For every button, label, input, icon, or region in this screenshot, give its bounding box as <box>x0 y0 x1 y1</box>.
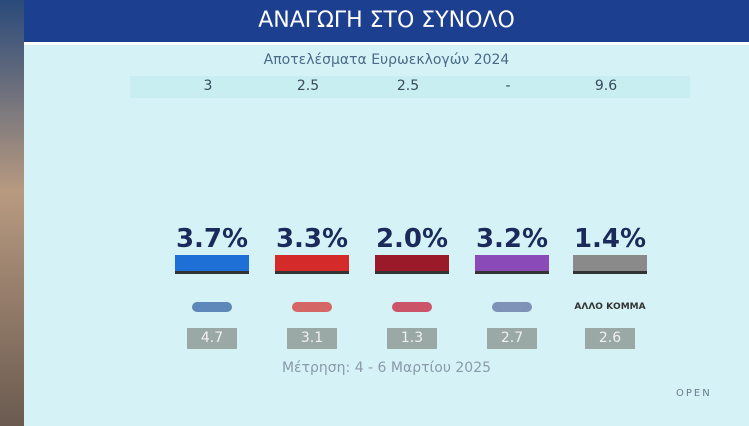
party-bar <box>573 255 647 274</box>
brand: OPEN <box>676 388 712 399</box>
title: ΑΝΑΓΩΓΗ ΣΤΟ ΣΥΝΟΛΟ <box>258 8 515 33</box>
party-bar <box>475 255 549 274</box>
previous-value: 1.3 <box>387 328 437 349</box>
studio-background <box>0 0 24 426</box>
party-value: 2.0% <box>375 224 449 254</box>
previous-value: 3.1 <box>287 328 337 349</box>
party-logo <box>192 302 232 312</box>
party-bar <box>175 255 249 274</box>
title-bar <box>24 0 749 45</box>
party-logo: ΑΛΛΟ ΚΟΜΜΑ <box>574 302 646 312</box>
party-bar <box>375 255 449 274</box>
party-value: 3.2% <box>475 224 549 254</box>
party-logo <box>392 302 432 312</box>
previous-result: 9.6 <box>594 78 618 94</box>
previous-result: - <box>505 78 511 94</box>
previous-result: 2.5 <box>396 78 420 94</box>
party-bar <box>275 255 349 274</box>
party-value: 3.3% <box>275 224 349 254</box>
previous-value: 4.7 <box>187 328 237 349</box>
party-value: 1.4% <box>573 224 647 254</box>
party-logo <box>292 302 332 312</box>
party-logo <box>492 302 532 312</box>
note: Μέτρηση: 4 - 6 Μαρτίου 2025 <box>281 360 492 376</box>
party-value: 3.7% <box>175 224 249 254</box>
previous-result: 2.5 <box>296 78 320 94</box>
previous-value: 2.6 <box>585 328 635 349</box>
results-row <box>130 76 690 98</box>
previous-value: 2.7 <box>487 328 537 349</box>
subtitle: Αποτελέσματα Ευρωεκλογών 2024 <box>263 52 510 68</box>
previous-result: 3 <box>203 78 213 94</box>
